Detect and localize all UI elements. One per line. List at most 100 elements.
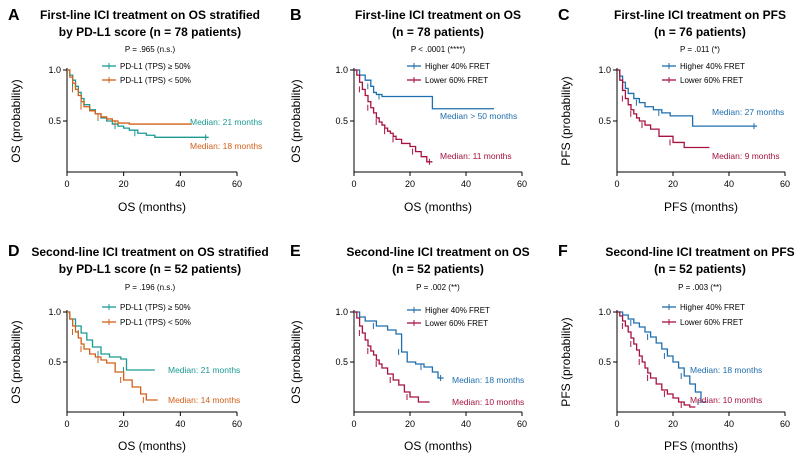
y-tick-label: 1.0 xyxy=(598,65,611,75)
panel-title: (n = 78 patients) xyxy=(392,25,484,39)
panel-title: Second-line ICI treatment on OS xyxy=(346,245,529,259)
y-axis-title: PFS (probability) xyxy=(559,317,573,406)
y-tick-label: 0.5 xyxy=(335,116,348,126)
panel-title: by PD-L1 score (n = 78 patients) xyxy=(59,25,241,39)
median-label: Median: 10 months xyxy=(690,395,762,405)
y-tick-label: 0.5 xyxy=(48,357,61,367)
y-tick-label: 1.0 xyxy=(335,65,348,75)
legend-label: PD-L1 (TPS) ≥ 50% xyxy=(120,303,191,312)
y-axis-title: OS (probability) xyxy=(9,320,23,403)
legend-label: Lower 60% FRET xyxy=(425,319,488,328)
panel-c: C First-line ICI treatment on PFS (n = 76 … xyxy=(558,7,790,214)
legend-label: PD-L1 (TPS) < 50% xyxy=(120,318,191,327)
median-label: Median: 10 months xyxy=(452,397,524,407)
x-tick-label: 40 xyxy=(461,179,471,189)
x-tick-label: 0 xyxy=(614,419,619,429)
x-tick-label: 20 xyxy=(668,179,678,189)
legend-label: Higher 40% FRET xyxy=(680,62,745,71)
median-label: Median: 14 months xyxy=(168,395,240,405)
legend-label: Lower 60% FRET xyxy=(680,76,743,85)
median-label: Median: 9 months xyxy=(712,151,780,161)
x-axis-title: OS (months) xyxy=(118,200,186,214)
panel-title: by PD-L1 score (n = 52 patients) xyxy=(59,262,241,276)
km-curve-2 xyxy=(354,69,433,163)
panel-title: (n = 52 patients) xyxy=(654,262,746,276)
x-tick-label: 20 xyxy=(405,419,415,429)
legend-label: PD-L1 (TPS) ≥ 50% xyxy=(120,62,191,71)
x-axis-title: OS (months) xyxy=(404,439,472,453)
x-tick-label: 0 xyxy=(64,419,69,429)
median-label: Median: 21 months xyxy=(190,117,262,127)
km-curve-2 xyxy=(67,311,158,401)
panel-title: (n = 76 patients) xyxy=(654,25,746,39)
panel-letter: C xyxy=(558,7,570,24)
x-axis-title: OS (months) xyxy=(118,439,186,453)
x-tick-label: 20 xyxy=(405,179,415,189)
panel-letter: E xyxy=(290,243,301,260)
legend-label: PD-L1 (TPS) < 50% xyxy=(120,76,191,85)
median-label: Median: 18 months xyxy=(190,141,262,151)
km-curve-2 xyxy=(617,311,696,408)
panel-title: First-line ICI treatment on OS xyxy=(355,8,521,22)
panel-b: B First-line ICI treatment on OS (n = 78 p… xyxy=(289,7,527,214)
panel-f: F Second-line ICI treatment on PFS (n = 52… xyxy=(558,243,795,453)
panel-title: Second-line ICI treatment on PFS xyxy=(605,245,794,259)
y-tick-label: 1.0 xyxy=(48,65,61,75)
km-curve-2 xyxy=(354,311,430,403)
p-value-label: P < .0001 (****) xyxy=(411,45,466,54)
y-tick-label: 1.0 xyxy=(48,307,61,317)
km-curve-1 xyxy=(67,311,155,371)
x-tick-label: 60 xyxy=(232,179,242,189)
x-tick-label: 60 xyxy=(780,179,790,189)
legend-label: Higher 40% FRET xyxy=(680,303,745,312)
p-value-label: P = .003 (**) xyxy=(678,283,722,292)
x-tick-label: 20 xyxy=(119,179,129,189)
x-tick-label: 60 xyxy=(517,419,527,429)
y-axis-title: OS (probability) xyxy=(289,320,303,403)
median-label: Median: 18 months xyxy=(452,375,524,385)
panel-letter: B xyxy=(290,7,302,24)
legend-label: Higher 40% FRET xyxy=(425,306,490,315)
y-tick-label: 0.5 xyxy=(48,116,61,126)
panel-title: (n = 52 patients) xyxy=(392,262,484,276)
panel-title: Second-line ICI treatment on OS stratifi… xyxy=(31,245,268,259)
y-tick-label: 0.5 xyxy=(335,357,348,367)
x-tick-label: 60 xyxy=(780,419,790,429)
y-axis-title: OS (probability) xyxy=(289,79,303,162)
y-tick-label: 0.5 xyxy=(598,116,611,126)
x-tick-label: 20 xyxy=(119,419,129,429)
km-curve-1 xyxy=(354,69,494,110)
median-label: Median: 27 months xyxy=(712,107,784,117)
km-curve-1 xyxy=(617,311,707,403)
y-tick-label: 0.5 xyxy=(598,357,611,367)
x-axis-title: PFS (months) xyxy=(664,439,738,453)
y-axis-title: PFS (probability) xyxy=(559,76,573,165)
panel-a: A First-line ICI treatment on OS stratifi… xyxy=(8,7,262,214)
x-tick-label: 40 xyxy=(175,179,185,189)
x-axis-title: OS (months) xyxy=(404,200,472,214)
y-axis-title: OS (probability) xyxy=(9,79,23,162)
y-tick-label: 1.0 xyxy=(598,307,611,317)
panel-e: E Second-line ICI treatment on OS (n = 52 … xyxy=(289,243,530,453)
x-tick-label: 60 xyxy=(232,419,242,429)
median-label: Median: 18 months xyxy=(690,365,762,375)
p-value-label: P = .196 (n.s.) xyxy=(125,283,176,292)
x-tick-label: 40 xyxy=(461,419,471,429)
p-value-label: P = .011 (*) xyxy=(680,45,720,54)
panel-title: First-line ICI treatment on PFS xyxy=(614,8,786,22)
x-tick-label: 0 xyxy=(64,179,69,189)
km-curve-2 xyxy=(617,69,710,149)
median-label: Median > 50 months xyxy=(440,111,517,121)
x-tick-label: 20 xyxy=(668,419,678,429)
x-tick-label: 0 xyxy=(614,179,619,189)
y-tick-label: 1.0 xyxy=(335,307,348,317)
median-label: Median: 11 months xyxy=(440,151,512,161)
legend-label: Lower 60% FRET xyxy=(680,318,743,327)
x-tick-label: 0 xyxy=(351,179,356,189)
panel-letter: A xyxy=(8,7,20,24)
panel-letter: D xyxy=(8,243,20,260)
panel-d: D Second-line ICI treatment on OS stratif… xyxy=(8,243,269,453)
panel-title: First-line ICI treatment on OS stratifie… xyxy=(40,8,260,22)
x-tick-label: 40 xyxy=(175,419,185,429)
legend-label: Higher 40% FRET xyxy=(425,62,490,71)
